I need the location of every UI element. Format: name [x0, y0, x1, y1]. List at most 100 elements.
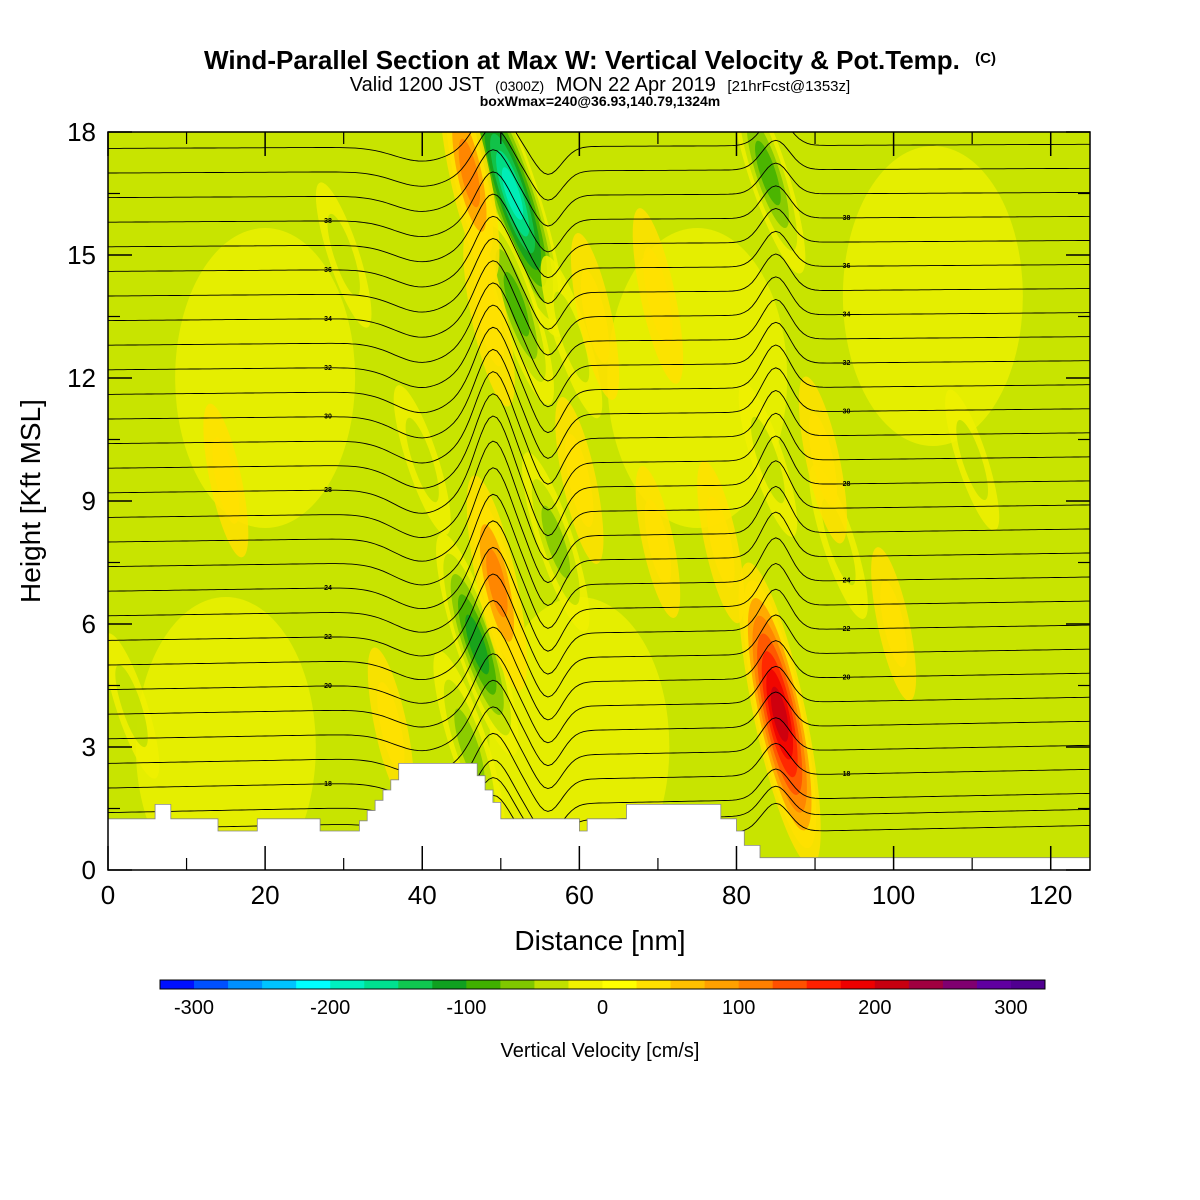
updraft-cell-6 — [738, 562, 821, 866]
downdraft-cell-11 — [108, 633, 160, 779]
colorbar-swatch — [194, 980, 229, 989]
isentrope-line — [108, 304, 1090, 408]
x-tick-label: 40 — [408, 880, 437, 910]
colorbar-tick-label: 100 — [722, 997, 755, 1019]
isentrope-label: 38 — [843, 215, 851, 222]
isentrope-line — [108, 467, 1090, 584]
isentrope-line — [108, 132, 1090, 175]
isentrope-line — [108, 573, 1090, 675]
downdraft-cell-7 — [738, 383, 798, 537]
colorbar-tick-label: -300 — [174, 997, 214, 1019]
colorbar-swatch — [330, 980, 365, 989]
weak-updraft-region — [842, 146, 1023, 446]
colorbar-swatch — [874, 980, 910, 989]
updraft-cell-layer — [880, 580, 907, 668]
downdraft-cell-layer — [503, 271, 530, 337]
colorbar-swatch — [296, 980, 331, 989]
downdraft-cell-layer — [755, 140, 781, 206]
updraft-cell-layer — [377, 682, 405, 771]
downdraft-cell-layer — [405, 417, 439, 503]
colorbar-tick-label: 300 — [994, 997, 1027, 1019]
colorbar-swatch — [908, 980, 944, 989]
x-tick-label: 100 — [872, 880, 915, 910]
colorbar-swatch — [704, 980, 740, 989]
y-axis-label: Height [Kft MSL] — [15, 399, 46, 603]
updraft-cell-layer — [458, 138, 481, 208]
colorbar-swatch — [738, 980, 774, 989]
isentrope-line — [108, 132, 1090, 201]
updraft-cell-layer — [770, 686, 789, 742]
colorbar-swatch — [500, 980, 535, 989]
isentrope-line — [108, 238, 1090, 330]
downdraft-cell-layer — [115, 664, 148, 748]
colorbar-swatch — [840, 980, 876, 989]
updraft-cell-3 — [555, 397, 604, 564]
isentrope-label: 30 — [843, 408, 851, 415]
downdraft-cell-12 — [945, 389, 1000, 531]
updraft-cell-0 — [466, 475, 527, 691]
colorbar-swatch — [568, 980, 603, 989]
colorbar-swatch — [602, 980, 638, 989]
colorbar-swatch — [806, 980, 842, 989]
colorbar: -300 -200 -100 0 100 200 300 — [159, 979, 1046, 1019]
colorbar-swatch — [976, 980, 1012, 989]
isentrope-line — [108, 600, 1090, 698]
downdraft-cell-layer — [750, 416, 785, 504]
updraft-cell-layer — [212, 437, 240, 524]
chart-subtitle: Valid 1200 JST (0300Z) MON 22 Apr 2019 [… — [350, 74, 850, 96]
updraft-cell-2 — [439, 132, 500, 281]
isentrope-label: 30 — [324, 414, 332, 421]
colorbar-swatch — [772, 980, 808, 989]
isentrope-line — [108, 415, 1090, 537]
isentrope-line — [108, 149, 1090, 227]
y-tick-label: 15 — [67, 240, 96, 270]
colorbar-swatch — [942, 980, 978, 989]
x-tick-label: 80 — [722, 880, 751, 910]
isentrope-line — [108, 260, 1090, 356]
downdraft-cell-layer — [327, 213, 360, 297]
x-tick-label: 60 — [565, 880, 594, 910]
updraft-cell-layer — [644, 499, 672, 585]
isentrope-line — [108, 626, 1090, 721]
updraft-cell-9 — [871, 547, 917, 701]
downdraft-cell-0 — [460, 132, 565, 337]
downdraft-cell-9 — [393, 385, 451, 535]
y-tick-label: 3 — [82, 732, 96, 762]
chart-title: Wind-Parallel Section at Max W: Vertical… — [204, 45, 996, 75]
terrain-mask — [108, 763, 1090, 870]
downdraft-cell-layer — [956, 419, 989, 501]
isentrope-line — [108, 215, 1090, 304]
isentrope-line — [108, 326, 1090, 434]
vertical-velocity-field — [108, 132, 1023, 870]
isentrope-line — [108, 171, 1090, 253]
isentrope-line — [108, 546, 1090, 652]
isentrope-label: 34 — [324, 316, 332, 323]
isentrope-line — [108, 653, 1090, 744]
isentrope-line — [108, 706, 1090, 789]
isentrope-line — [108, 759, 1090, 835]
weak-updraft-region — [135, 597, 316, 870]
updraft-cell-layer — [706, 496, 735, 588]
isentrope-label: 32 — [843, 360, 851, 367]
isentrope-line — [108, 282, 1090, 382]
x-axis-label: Distance [nm] — [514, 925, 685, 956]
y-tick-label: 18 — [67, 117, 96, 147]
isentrope-label: 22 — [324, 634, 332, 641]
isentrope-label: 20 — [843, 674, 851, 681]
downdraft-cell-layer — [465, 614, 490, 675]
chart-subtitle-box-wmax: boxWmax=240@36.93,140.79,1324m — [480, 93, 721, 109]
updraft-cell-1 — [463, 226, 515, 407]
isentrope-label: 24 — [843, 578, 851, 585]
downdraft-cell-4 — [522, 452, 590, 632]
colorbar-swatch — [534, 980, 569, 989]
isentrope-label: 36 — [324, 267, 332, 274]
colorbar-swatch — [364, 980, 399, 989]
isentrope-label: 18 — [324, 781, 332, 788]
isentrope-label: 18 — [843, 771, 851, 778]
updraft-cell-layer — [643, 247, 673, 345]
isentrope-line — [108, 393, 1090, 511]
y-tick-label: 6 — [82, 609, 96, 639]
isentrope-line — [108, 440, 1090, 561]
